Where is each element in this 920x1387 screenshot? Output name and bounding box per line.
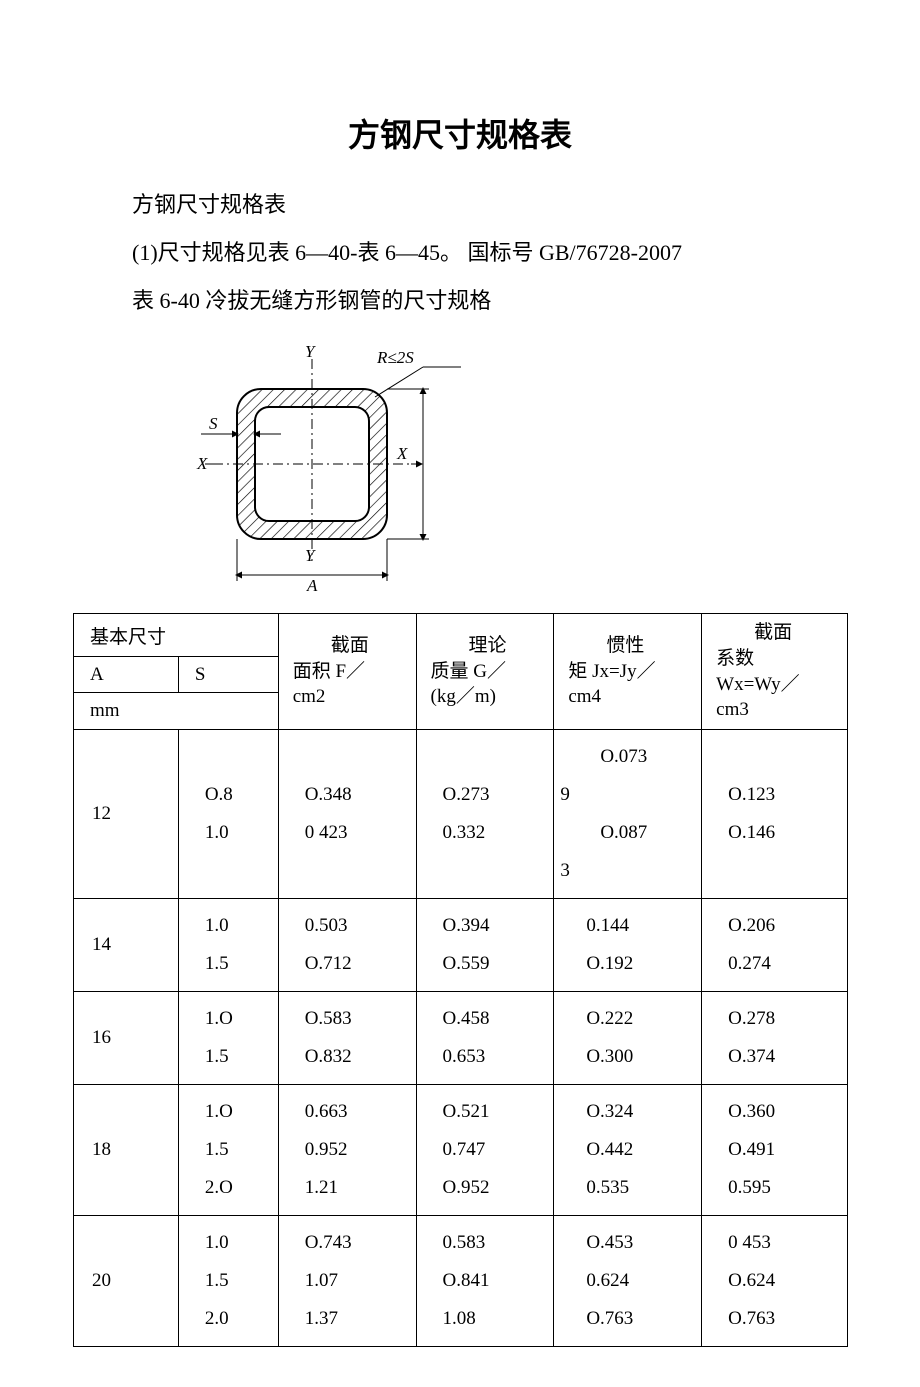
label-s: S (209, 414, 218, 433)
table-row: 201.01.52.0O.7431.071.370.583O.8411.08O.… (74, 1215, 848, 1346)
cell-col-F: 0.503O.712 (278, 898, 416, 991)
table-row: 141.01.50.503O.712O.394O.5590.144O.192O.… (74, 898, 848, 991)
cell-J: O.4530.624O.763 (554, 1215, 702, 1346)
table-row: 12O.81.0O.3480 423O.2730.332O.0739O.0873… (74, 729, 848, 898)
label-x-left: X (196, 454, 208, 473)
label-y-top: Y (305, 342, 316, 361)
cell-J: O.324O.4420.535 (554, 1084, 702, 1215)
cell-col-F: O.3480 423 (278, 729, 416, 898)
cell-col-W: O.2060.274 (702, 898, 848, 991)
hdr-mm: mm (74, 693, 279, 730)
cell-A: 20 (74, 1215, 179, 1346)
paragraph-2: (1)尺寸规格见表 6—40-表 6—45。 国标号 GB/76728-2007 (132, 232, 850, 274)
cell-col-W: 0 453O.624O.763 (702, 1215, 848, 1346)
cell-col-S: 1.O1.5 (178, 991, 278, 1084)
hdr-basic: 基本尺寸 (74, 614, 279, 656)
cell-J: O.222O.300 (554, 991, 702, 1084)
cell-col-W: O.278O.374 (702, 991, 848, 1084)
cell-A: 12 (74, 729, 179, 898)
cell-col-S: 1.01.5 (178, 898, 278, 991)
cell-col-G: O.2730.332 (416, 729, 554, 898)
hdr-G: 理论 质量 G／ (kg／m) (416, 614, 554, 730)
cell-A: 18 (74, 1084, 179, 1215)
paragraph-3: 表 6-40 冷拔无缝方形钢管的尺寸规格 (132, 280, 850, 322)
cell-col-G: O.5210.747O.952 (416, 1084, 554, 1215)
cross-section-diagram: Y Y X X S R≤2S A (165, 339, 850, 599)
cell-J: 0.144O.192 (554, 898, 702, 991)
hdr-W: 截面 系数 Wx=Wy／ cm3 (702, 614, 848, 730)
cell-A: 14 (74, 898, 179, 991)
paragraph-1: 方钢尺寸规格表 (132, 184, 850, 226)
cell-col-W: O.123O.146 (702, 729, 848, 898)
cell-A: 16 (74, 991, 179, 1084)
hdr-J: 惯性 矩 Jx=Jy／ cm4 (554, 614, 702, 730)
cell-col-G: O.4580.653 (416, 991, 554, 1084)
cell-J: O.0739O.0873 (554, 729, 702, 898)
cell-col-G: O.394O.559 (416, 898, 554, 991)
spec-table-body: 12O.81.0O.3480 423O.2730.332O.0739O.0873… (74, 729, 848, 1346)
cell-col-F: O.583O.832 (278, 991, 416, 1084)
cell-col-F: 0.6630.9521.21 (278, 1084, 416, 1215)
spec-table: 基本尺寸 截面 面积 F／ cm2 理论 质量 G／ (kg／m) 惯性 矩 J… (73, 613, 848, 1347)
cell-col-S: O.81.0 (178, 729, 278, 898)
cell-col-F: O.7431.071.37 (278, 1215, 416, 1346)
hdr-A: A (74, 656, 179, 693)
hdr-S: S (178, 656, 278, 693)
cell-col-S: 1.O1.52.O (178, 1084, 278, 1215)
label-a: A (306, 576, 318, 595)
label-x-right: X (396, 444, 408, 463)
cell-col-W: O.360O.4910.595 (702, 1084, 848, 1215)
hdr-F: 截面 面积 F／ cm2 (278, 614, 416, 730)
label-y-bot: Y (305, 546, 316, 565)
cell-col-S: 1.01.52.0 (178, 1215, 278, 1346)
table-row: 161.O1.5O.583O.832O.4580.653O.222O.300O.… (74, 991, 848, 1084)
page-title: 方钢尺寸规格表 (70, 110, 850, 156)
table-row: 181.O1.52.O0.6630.9521.21O.5210.747O.952… (74, 1084, 848, 1215)
label-r: R≤2S (376, 348, 414, 367)
cell-col-G: 0.583O.8411.08 (416, 1215, 554, 1346)
